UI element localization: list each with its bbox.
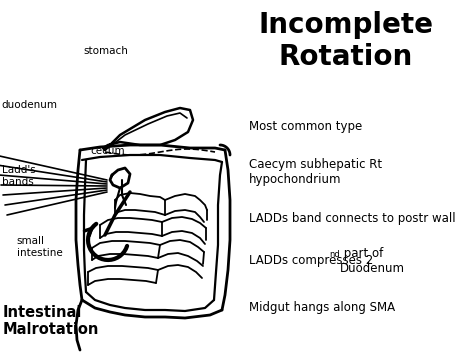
Text: cecum: cecum [90,146,125,156]
Text: small
intestine: small intestine [17,236,63,257]
Text: Ladd's
bands: Ladd's bands [2,165,36,186]
Text: nd: nd [329,250,340,260]
Text: Intestinal
Malrotation: Intestinal Malrotation [2,305,99,338]
Text: LADDs compresses 2: LADDs compresses 2 [249,255,373,267]
Text: LADDs band connects to postr wall: LADDs band connects to postr wall [249,212,456,225]
Text: part of
Duodenum: part of Duodenum [340,247,405,275]
Text: Caecym subhepatic Rt
hypochondrium: Caecym subhepatic Rt hypochondrium [249,158,382,186]
Text: stomach: stomach [83,47,128,56]
Text: Most common type: Most common type [249,120,362,132]
Text: duodenum: duodenum [1,100,57,110]
Text: Midgut hangs along SMA: Midgut hangs along SMA [249,301,395,313]
Text: Incomplete
Rotation: Incomplete Rotation [258,11,434,71]
